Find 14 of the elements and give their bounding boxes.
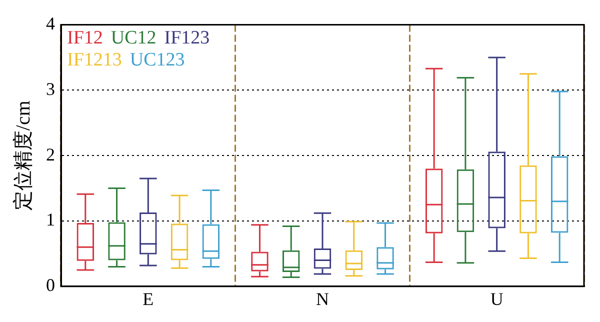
text: IF123 [164,27,210,48]
text: UC12 [110,27,156,48]
y-tick-label: 0 [46,275,55,296]
y-axis-title: 定位精度/cm [12,100,34,211]
x-tick-label: U [490,288,504,309]
y-tick-label: 2 [46,144,55,164]
text: IF12 [67,27,103,48]
y-tick-label: 3 [46,78,55,99]
x-tick-label: E [142,288,154,309]
y-tick-label: 1 [46,210,55,230]
x-tick-label: N [316,288,329,309]
text: IF1213 [67,49,122,70]
y-tick-label: 4 [46,14,55,34]
text: UC123 [130,49,185,70]
